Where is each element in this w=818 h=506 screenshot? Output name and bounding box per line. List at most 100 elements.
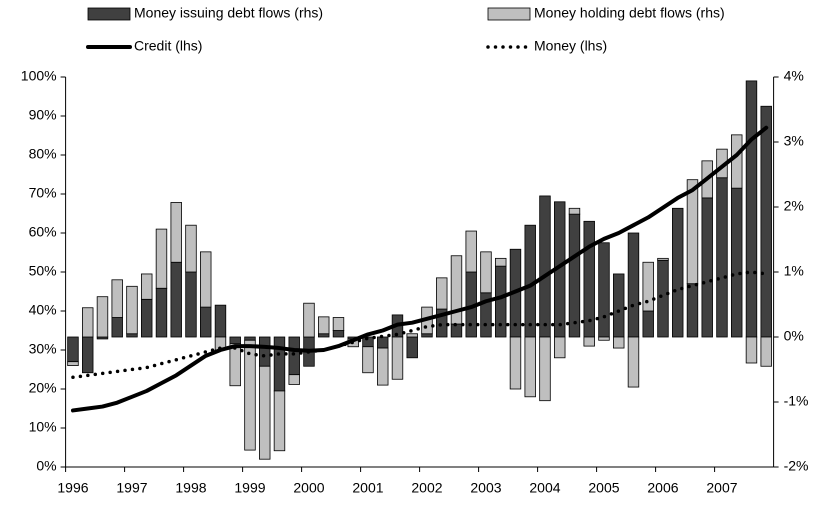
bar [583, 336, 595, 347]
y2-tick-label: -1% [784, 393, 809, 409]
x-tick-label: 1997 [116, 480, 147, 496]
legend-swatch [87, 7, 131, 21]
bar [126, 333, 138, 338]
bar [96, 296, 109, 338]
bar [539, 195, 551, 338]
bar [229, 343, 241, 387]
bar [568, 207, 581, 215]
y-tick-label: 20% [29, 380, 57, 396]
bar [200, 251, 212, 308]
y-tick-label: 0% [36, 458, 56, 474]
x-tick-label: 2005 [588, 480, 619, 496]
bar [244, 336, 256, 341]
bar [229, 336, 241, 344]
x-tick-label: 1996 [57, 480, 88, 496]
bar [495, 265, 507, 338]
line-series [71, 270, 768, 380]
x-tick-label: 2000 [293, 480, 324, 496]
bar [598, 336, 610, 341]
bar [701, 197, 713, 338]
bar [495, 257, 507, 267]
x-tick-label: 2003 [470, 480, 501, 496]
bar [745, 336, 758, 364]
y-tick-label: 10% [29, 419, 57, 435]
bar [273, 390, 286, 452]
legend-label: Money (lhs) [534, 38, 607, 54]
legend-label: Money issuing debt flows (rhs) [134, 5, 323, 21]
y2-tick-label: 2% [784, 198, 804, 214]
bar [539, 336, 551, 402]
bar [642, 310, 654, 338]
bar [421, 333, 433, 338]
bar [509, 336, 522, 390]
bar [377, 336, 389, 349]
bar [111, 317, 123, 338]
y-tick-label: 100% [21, 68, 57, 84]
bar [554, 336, 566, 359]
bar [126, 285, 138, 335]
legend-label: Credit (lhs) [134, 38, 202, 54]
bar [642, 261, 654, 312]
line-series [70, 125, 769, 413]
bar [155, 228, 168, 289]
x-tick-label: 2002 [411, 480, 442, 496]
bar [598, 242, 610, 338]
x-tick-label: 1999 [234, 480, 265, 496]
bar [465, 230, 477, 273]
y-tick-label: 30% [29, 341, 57, 357]
bar [82, 307, 94, 338]
bar [613, 336, 625, 349]
y-tick-label: 60% [29, 224, 57, 240]
y-tick-label: 90% [29, 107, 57, 123]
bar [244, 339, 256, 451]
bar [686, 179, 699, 285]
bar [288, 336, 300, 376]
bar [480, 251, 492, 294]
bar [524, 336, 536, 398]
bar [657, 259, 669, 338]
bar [731, 134, 743, 189]
bar [686, 283, 699, 338]
x-tick-label: 2007 [706, 480, 737, 496]
y2-tick-label: 3% [784, 133, 804, 149]
bar [436, 277, 448, 310]
y2-tick-label: 0% [784, 328, 804, 344]
bar [259, 365, 271, 460]
y-tick-label: 80% [29, 146, 57, 162]
bar [155, 287, 168, 338]
bar [288, 374, 300, 385]
y-tick-label: 40% [29, 302, 57, 318]
bar [627, 232, 640, 338]
bar [67, 336, 79, 363]
legend-label: Money holding debt flows (rhs) [534, 5, 725, 21]
bar [568, 213, 581, 338]
bar [450, 323, 463, 338]
x-tick-label: 2004 [529, 480, 560, 496]
bar [67, 361, 79, 367]
bar [185, 224, 197, 273]
bar [141, 273, 153, 300]
y2-tick-label: 4% [784, 68, 804, 84]
bar [613, 273, 625, 338]
bar [141, 298, 153, 338]
bar [377, 347, 389, 386]
legend-swatch [487, 7, 531, 21]
bar [391, 336, 404, 380]
bar [627, 336, 640, 388]
bar [170, 261, 182, 338]
bar [406, 336, 418, 359]
bar [332, 330, 345, 338]
bar [259, 336, 271, 367]
bar [303, 302, 315, 338]
bar [716, 177, 728, 338]
bar [200, 306, 212, 338]
bar [731, 187, 743, 338]
y-tick-label: 70% [29, 185, 57, 201]
bar [185, 271, 197, 338]
y2-tick-label: -2% [784, 458, 809, 474]
x-tick-label: 2006 [647, 480, 678, 496]
y2-tick-label: 1% [784, 263, 804, 279]
x-tick-label: 2001 [352, 480, 383, 496]
bar [332, 317, 345, 331]
